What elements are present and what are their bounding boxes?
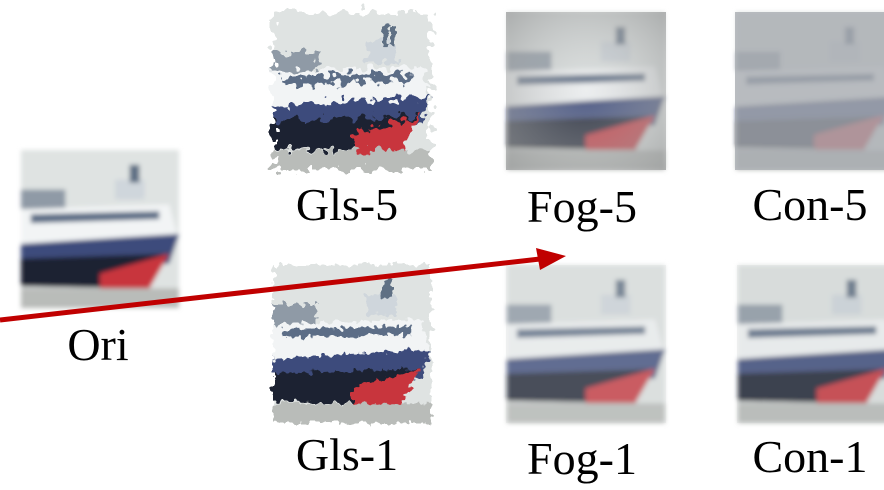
figure: Ori Gls-5 Fog-5 Con-5 Gls-1 Fog-1 Con-1 <box>0 0 884 490</box>
image-fog-5 <box>506 12 666 170</box>
label: Con-5 <box>753 179 868 230</box>
image-fog-1 <box>506 265 666 423</box>
label: Ori <box>67 319 128 370</box>
label: Gls-1 <box>296 429 398 480</box>
image-con-5 <box>735 12 884 170</box>
image-ori <box>21 150 179 308</box>
label: Gls-5 <box>296 179 398 230</box>
label: Fog-1 <box>527 433 637 484</box>
image-con-1 <box>737 265 884 423</box>
label: Con-1 <box>753 431 868 482</box>
image-gls-5 <box>273 12 431 170</box>
label: Fog-5 <box>527 181 637 232</box>
